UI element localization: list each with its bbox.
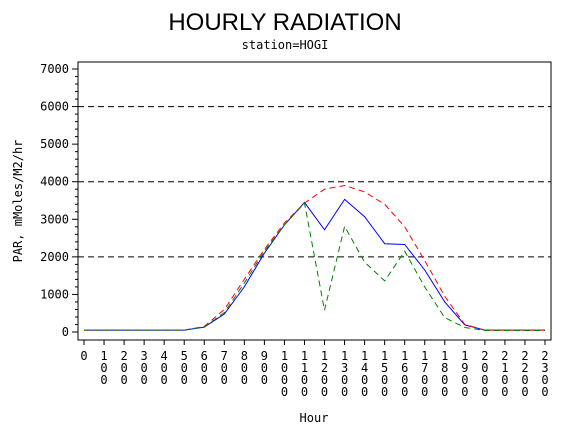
x-axis-label: Hour [300, 411, 329, 425]
y-axis-label: PAR, mMoles/M2/hr [11, 140, 25, 263]
x-axis: 0 1 0 0 2 0 0 3 0 0 4 0 0 5 0 0 6 0 0 7 0 0 8 0 0 9 0 0 1 0 0 0 1 1 0 0 1 2 0 0… [80, 340, 549, 399]
reference-lines [78, 106, 551, 258]
y-tick-label: 1000 [40, 287, 69, 301]
plot-frame [77, 61, 552, 341]
y-tick-label: 4000 [40, 175, 69, 189]
y-tick-label: 2000 [40, 250, 69, 264]
series-line-3 [84, 202, 545, 331]
y-tick-label: 7000 [40, 62, 69, 76]
chart-subtitle: station=HOGI [242, 38, 329, 52]
series-line-2 [84, 184, 545, 331]
y-tick-label: 3000 [40, 212, 69, 226]
series-line-1 [84, 198, 545, 331]
series-lines [84, 184, 545, 331]
y-axis: 0 1000 2000 3000 4000 5000 6000 7000 [40, 62, 78, 339]
y-tick-label: 6000 [40, 100, 69, 114]
chart-title: HOURLY RADIATION [168, 9, 401, 36]
y-tick-label: 0 [62, 325, 69, 339]
y-tick-label: 5000 [40, 137, 69, 151]
x-tick-label: 0 [80, 349, 87, 363]
